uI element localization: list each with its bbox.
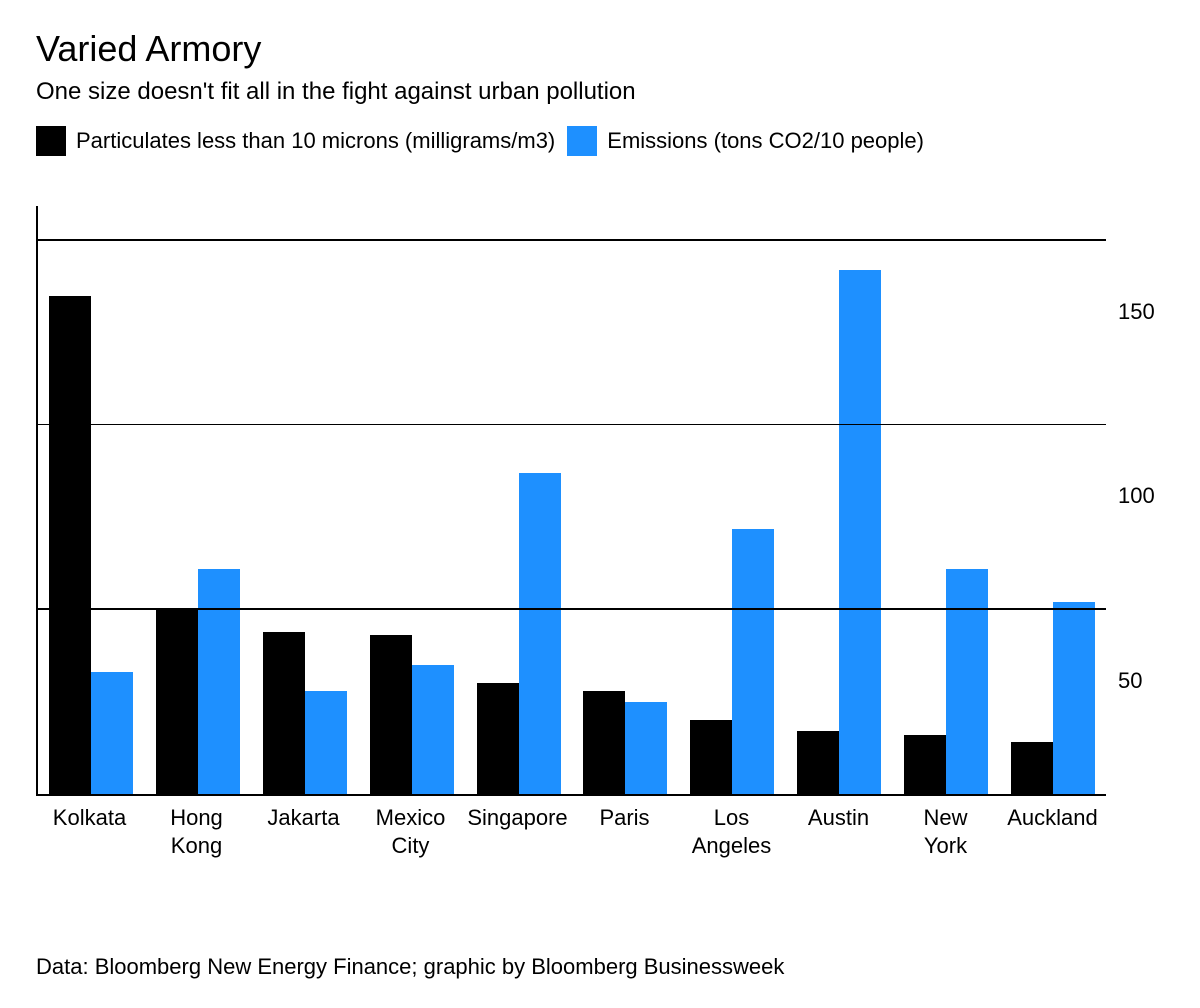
bar-group [38,206,145,794]
bar-group [252,206,359,794]
bar-series2 [91,672,133,794]
bar-series2 [1053,602,1095,794]
bar-group [679,206,786,794]
x-tick-label: Austin [785,804,892,859]
x-tick-label: Kolkata [36,804,143,859]
legend: Particulates less than 10 microns (milli… [36,126,1164,156]
gridline [38,608,1106,610]
y-tick-label: 100 [1118,483,1155,509]
legend-swatch-series2 [567,126,597,156]
legend-item-series2: Emissions (tons CO2/10 people) [567,126,924,156]
legend-item-series1: Particulates less than 10 microns (milli… [36,126,555,156]
bar-series2 [732,529,774,795]
chart-title: Varied Armory [36,28,1164,70]
x-tick-label: Paris [571,804,678,859]
bar-series2 [519,473,561,794]
legend-label-series2: Emissions (tons CO2/10 people) [607,128,924,154]
bar-group [145,206,252,794]
x-tick-label: LosAngeles [678,804,785,859]
chart-subtitle: One size doesn't fit all in the fight ag… [36,78,1164,106]
bar-series2 [412,665,454,794]
bar-series1 [797,731,839,794]
x-tick-label: Jakarta [250,804,357,859]
bar-series2 [198,569,240,794]
x-tick-label: MexicoCity [357,804,464,859]
bar-series2 [946,569,988,794]
y-tick-label: 50 [1118,668,1142,694]
plot-area [36,206,1106,796]
chart-footer: Data: Bloomberg New Energy Finance; grap… [36,954,784,980]
x-tick-label: NewYork [892,804,999,859]
bar-series1 [690,720,732,794]
bar-group [892,206,999,794]
legend-label-series1: Particulates less than 10 microns (milli… [76,128,555,154]
legend-swatch-series1 [36,126,66,156]
bar-series2 [839,270,881,794]
x-tick-label: Singapore [464,804,571,859]
bar-group [999,206,1106,794]
x-tick-label: Auckland [999,804,1106,859]
gridline [38,239,1106,241]
bar-group [358,206,465,794]
bar-series1 [49,296,91,794]
chart-area: KolkataHongKongJakartaMexicoCitySingapor… [36,206,1164,866]
bar-series1 [263,632,305,794]
bar-series2 [305,691,347,794]
bar-series1 [156,610,198,794]
bar-series1 [904,735,946,794]
y-tick-label: 150 [1118,299,1155,325]
gridline [38,424,1106,426]
bar-series1 [1011,742,1053,794]
bar-group [572,206,679,794]
bar-series1 [370,635,412,794]
x-tick-label: HongKong [143,804,250,859]
bar-series1 [477,683,519,794]
bars-container [38,206,1106,794]
bar-series1 [583,691,625,794]
bar-group [465,206,572,794]
bar-group [786,206,893,794]
x-axis-labels: KolkataHongKongJakartaMexicoCitySingapor… [36,804,1106,859]
bar-series2 [625,702,667,794]
